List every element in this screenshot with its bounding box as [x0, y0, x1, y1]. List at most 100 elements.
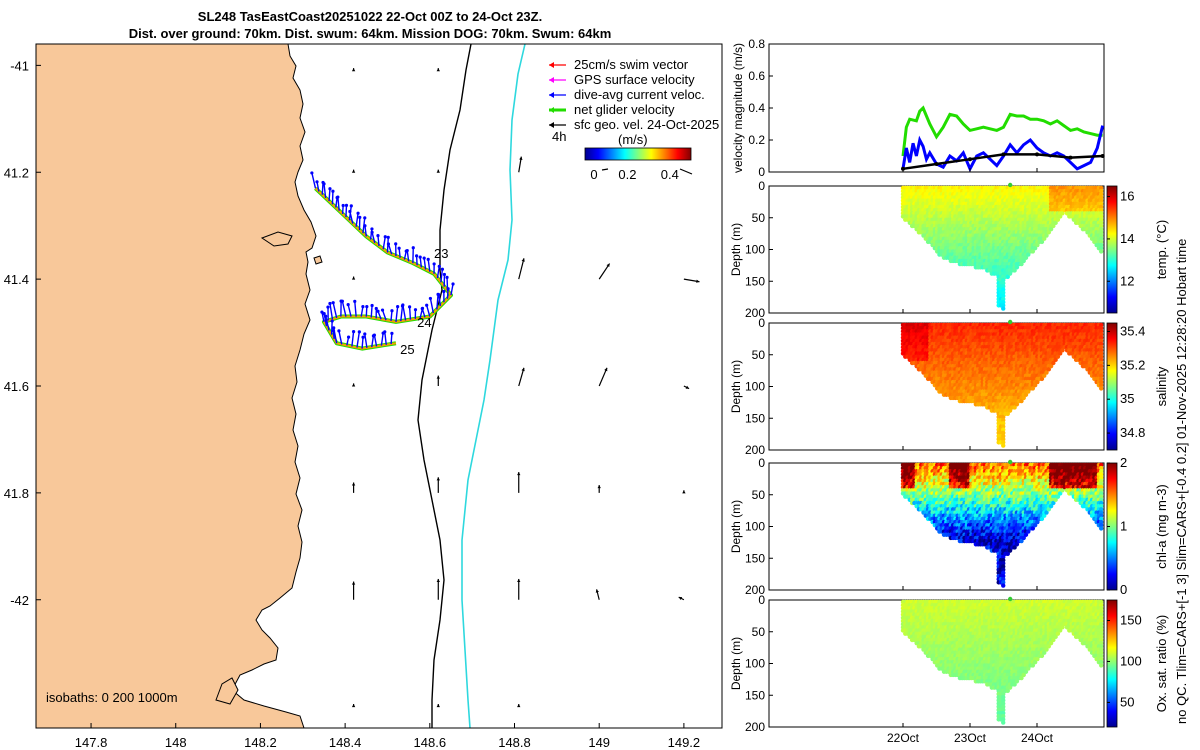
- dive-avg-vector-head: [383, 330, 387, 334]
- dive-avg-vector-head: [442, 289, 446, 294]
- dive-avg-vector-head: [445, 275, 449, 279]
- speed-colorbar: [584, 147, 692, 161]
- dive-avg-vector-head: [315, 180, 319, 184]
- geo-vector-head: [351, 68, 356, 72]
- velocity-ytick-label: 0.8: [748, 37, 765, 51]
- temperature-surface-point: [1008, 182, 1013, 188]
- speed-colorbar-tick-label: 0.2: [618, 167, 636, 182]
- dive-avg-vector-head: [346, 303, 350, 307]
- dive-avg-vector-head: [341, 203, 345, 208]
- map-xtick-label: 147.8: [75, 735, 108, 750]
- map-ytick-label: 41.8: [4, 486, 29, 501]
- dive-avg-vector-head: [425, 303, 429, 307]
- dive-avg-vector-head: [361, 335, 365, 339]
- geo-vector-head: [604, 367, 608, 372]
- land-peninsula: [215, 677, 239, 705]
- speed-colorbar-ticks: 0 0.2 0.4: [590, 167, 678, 182]
- dive-avg-vector-head: [370, 303, 374, 308]
- velocity-ytick-label: 0.6: [748, 69, 765, 83]
- dive-avg-vector-head: [344, 203, 349, 207]
- geo-vector-head: [685, 385, 690, 389]
- dive-avg-vector-head: [411, 246, 415, 250]
- salinity-colorbar-tick-label: 34.8: [1120, 425, 1145, 440]
- dive-avg-vector-head: [442, 272, 447, 277]
- dive-avg-vector-head: [386, 242, 391, 246]
- geo-vector-head: [436, 169, 440, 173]
- geo-vector-shaft: [518, 367, 525, 387]
- dive-avg-vector-head: [405, 248, 409, 253]
- dive-avg-vector: [440, 269, 444, 283]
- dive-avg-vector-head: [326, 305, 330, 309]
- geo-vector-head: [606, 263, 610, 268]
- dive-avg-vector: [364, 225, 367, 237]
- dive-avg-vector: [419, 308, 424, 319]
- dive-avg-vector: [332, 302, 338, 319]
- velocity-series-line: [901, 105, 1103, 157]
- dive-avg-vector: [329, 303, 334, 320]
- dive-avg-vector: [355, 213, 359, 227]
- legend-arrowhead: [549, 77, 554, 83]
- dive-avg-vector-head: [451, 282, 455, 286]
- geo-vector-shaft: [598, 367, 608, 387]
- isobath-200m: [417, 44, 472, 728]
- dive-avg-vector-head: [370, 227, 374, 231]
- dive-avg-vector: [331, 191, 334, 205]
- geo-vector-head: [436, 68, 440, 72]
- dive-avg-vector-head: [415, 254, 419, 258]
- dive-avg-vector: [321, 311, 325, 323]
- dive-avg-vector: [377, 235, 380, 247]
- dive-avg-vector: [335, 197, 338, 208]
- dive-avg-vector-head: [357, 330, 361, 334]
- dive-avg-vector-head: [324, 314, 328, 318]
- salinity-ytick-label: 50: [752, 348, 766, 362]
- geo-vector-head: [678, 597, 683, 601]
- geo-vector-head: [351, 383, 356, 387]
- map-xtick-label: 149.2: [668, 735, 701, 750]
- geo-vector-shaft: [518, 258, 525, 280]
- map-ytick-label: 41.4: [4, 272, 29, 287]
- dive-avg-vector: [380, 332, 384, 346]
- dive-avg-vector-head: [370, 230, 374, 235]
- velocity-ytick-label: 0.2: [748, 133, 765, 147]
- legend-label: GPS surface velocity: [574, 72, 695, 87]
- geo-vector-head: [436, 704, 440, 708]
- colorbar-vector-large: [679, 168, 693, 175]
- dive-avg-vector-head: [432, 262, 436, 266]
- legend-label: sfc geo. vel. 24-Oct-2025: [574, 117, 719, 132]
- salinity-colorbar-label: salinity: [1154, 366, 1169, 406]
- dive-avg-vector-head: [397, 246, 401, 250]
- geo-vector-head: [436, 578, 440, 583]
- salinity-colorbar-tick-label: 35.2: [1120, 357, 1145, 372]
- dive-avg-vector: [436, 294, 439, 310]
- dive-avg-vector-head: [374, 306, 378, 311]
- dive-avg-vector-head: [376, 234, 380, 238]
- legend-arrowhead: [549, 122, 554, 128]
- temperature-ylabel: Depth (m): [729, 223, 743, 276]
- dive-avg-vector-head: [328, 301, 332, 306]
- geo-vector-head: [682, 490, 686, 494]
- legend-label: dive-avg current veloc.: [574, 87, 705, 102]
- legend-arrowhead: [549, 107, 554, 113]
- chlorophyll-ytick-label: 150: [745, 551, 765, 565]
- map-xtick-label: 148.6: [414, 735, 447, 750]
- velocity-ytick-label: 0: [758, 165, 765, 179]
- dive-avg-vector-head: [356, 211, 360, 215]
- dive-avg-vector: [371, 335, 375, 348]
- dive-avg-vector: [370, 305, 373, 318]
- dive-avg-vector-head: [400, 304, 405, 308]
- geo-vector-head: [351, 482, 356, 486]
- speed-colorbar-tick-label: 0: [590, 167, 597, 182]
- temperature-ytick-label: 0: [758, 179, 765, 193]
- dive-avg-vector: [381, 309, 387, 321]
- dive-avg-vector-head: [330, 319, 334, 323]
- dive-avg-vector: [387, 243, 393, 255]
- land-islet: [313, 255, 323, 265]
- figure-title-line1: SL248 TasEastCoast20251022 22-Oct 00Z to…: [198, 9, 542, 24]
- map-xtick-label: 148.4: [329, 735, 362, 750]
- legend-label: net glider velocity: [574, 102, 675, 117]
- dive-avg-vector: [446, 288, 449, 299]
